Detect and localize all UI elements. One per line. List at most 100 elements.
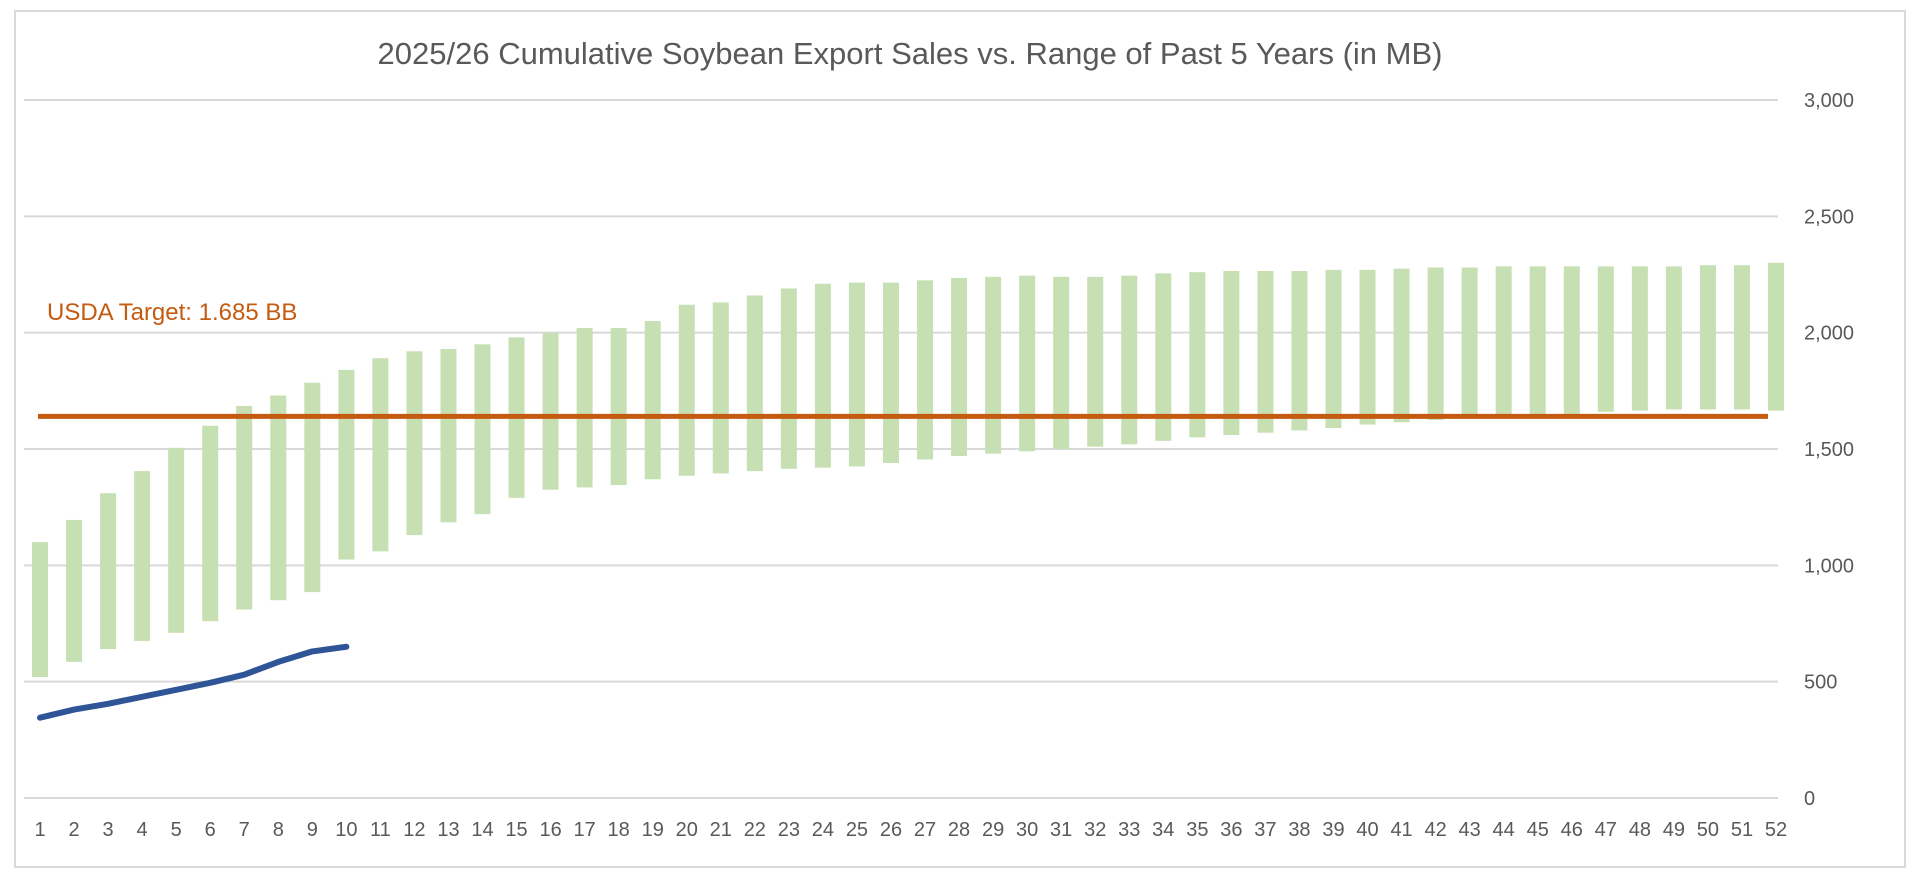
range-bar	[985, 276, 1002, 454]
x-tick-label: 22	[744, 819, 766, 841]
range-bar	[542, 332, 559, 490]
range-bar	[236, 405, 253, 610]
y-tick-label: 500	[1804, 672, 1837, 694]
range-bar	[1257, 271, 1274, 433]
range-bar	[1087, 276, 1104, 447]
x-tick-label: 23	[778, 819, 800, 841]
x-tick-label: 48	[1629, 819, 1651, 841]
range-bar	[1393, 268, 1410, 423]
x-tick-label: 52	[1765, 819, 1787, 841]
x-tick-label: 49	[1663, 819, 1685, 841]
range-bar	[678, 304, 695, 476]
range-bar	[474, 344, 491, 515]
range-bar	[66, 519, 83, 662]
x-tick-label: 43	[1459, 819, 1481, 841]
range-bar	[644, 321, 661, 480]
range-bar	[712, 302, 729, 474]
y-tick-label: 0	[1804, 788, 1815, 810]
x-tick-label: 6	[205, 819, 216, 841]
range-bar	[1563, 266, 1580, 415]
range-bar	[338, 369, 355, 560]
range-bar	[1597, 266, 1614, 412]
x-axis-tick-labels: 1 2 3 4 5 6 7 8 9 10 11 12 13 14 15 16 17 18 19 20 21 22 23 24 2…	[34, 819, 1787, 841]
x-tick-label: 24	[812, 819, 834, 841]
range-bar	[1495, 266, 1512, 417]
range-bar	[1223, 271, 1240, 436]
range-bar	[1189, 272, 1206, 438]
range-bar	[610, 328, 627, 486]
range-bar	[1733, 265, 1750, 410]
usda-target-label: USDA Target: 1.685 BB	[47, 299, 297, 326]
x-tick-label: 36	[1220, 819, 1242, 841]
x-tick-label: 4	[137, 819, 148, 841]
x-tick-label: 26	[880, 819, 902, 841]
x-tick-label: 51	[1731, 819, 1753, 841]
x-tick-label: 50	[1697, 819, 1719, 841]
x-tick-label: 9	[307, 819, 318, 841]
range-bar	[1427, 267, 1444, 420]
range-bar	[1699, 265, 1716, 410]
x-tick-label: 38	[1288, 819, 1310, 841]
x-tick-label: 10	[335, 819, 357, 841]
x-tick-label: 33	[1118, 819, 1140, 841]
x-tick-label: 41	[1390, 819, 1412, 841]
x-tick-label: 30	[1016, 819, 1038, 841]
range-bar	[1529, 266, 1546, 416]
range-bar	[1155, 273, 1172, 441]
x-tick-label: 19	[642, 819, 664, 841]
range-bar	[780, 288, 797, 469]
range-bar	[1461, 267, 1478, 418]
x-tick-label: 20	[676, 819, 698, 841]
x-tick-label: 14	[471, 819, 493, 841]
range-bar	[32, 542, 48, 678]
x-tick-label: 47	[1595, 819, 1617, 841]
range-bar	[917, 280, 934, 460]
range-bar	[1325, 269, 1342, 429]
x-tick-label: 2	[68, 819, 79, 841]
x-tick-label: 28	[948, 819, 970, 841]
x-tick-label: 44	[1493, 819, 1515, 841]
x-tick-label: 12	[403, 819, 425, 841]
x-tick-label: 8	[273, 819, 284, 841]
x-tick-label: 42	[1424, 819, 1446, 841]
range-bar	[848, 282, 865, 467]
x-tick-label: 16	[539, 819, 561, 841]
current-year-line	[37, 643, 350, 721]
y-axis-tick-labels: 0 500 1,000 1,500 2,000 2,500 3,000	[1804, 90, 1854, 810]
x-tick-label: 21	[710, 819, 732, 841]
range-bar	[1053, 276, 1070, 449]
x-tick-label: 37	[1254, 819, 1276, 841]
range-bar	[440, 348, 457, 523]
y-tick-label: 3,000	[1804, 90, 1854, 112]
x-tick-label: 27	[914, 819, 936, 841]
y-tick-label: 2,000	[1804, 323, 1854, 345]
gridlines	[24, 99, 1778, 799]
x-tick-label: 45	[1527, 819, 1549, 841]
range-bar	[100, 493, 117, 650]
x-tick-label: 13	[437, 819, 459, 841]
y-tick-label: 1,000	[1804, 555, 1854, 577]
x-tick-label: 5	[171, 819, 182, 841]
x-tick-label: 17	[574, 819, 596, 841]
x-tick-label: 15	[505, 819, 527, 841]
range-bar	[406, 351, 423, 536]
y-tick-label: 2,500	[1804, 206, 1854, 228]
range-bar	[1768, 262, 1784, 411]
range-bar	[1121, 275, 1138, 445]
x-tick-label: 39	[1322, 819, 1344, 841]
y-tick-label: 1,500	[1804, 439, 1854, 461]
range-bar	[1019, 275, 1036, 452]
range-bar	[814, 283, 831, 468]
range-bar	[1291, 271, 1308, 431]
x-tick-label: 29	[982, 819, 1004, 841]
range-bar	[134, 471, 151, 641]
range-bar	[270, 395, 287, 601]
range-bar	[372, 358, 389, 552]
range-bar	[168, 447, 185, 633]
x-tick-label: 40	[1356, 819, 1378, 841]
x-tick-label: 18	[608, 819, 630, 841]
x-tick-label: 11	[370, 819, 391, 841]
x-tick-label: 3	[103, 819, 114, 841]
x-tick-label: 7	[239, 819, 250, 841]
